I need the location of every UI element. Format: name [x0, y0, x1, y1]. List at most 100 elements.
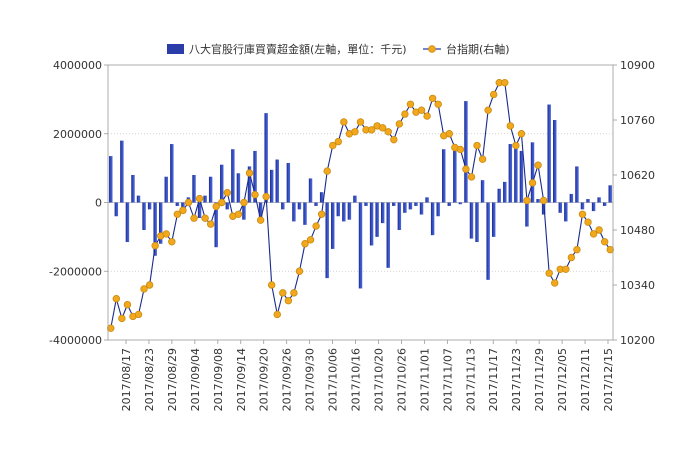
- line-point: [379, 124, 387, 132]
- bar: [547, 104, 551, 203]
- bar: [136, 195, 141, 203]
- bar: [286, 162, 291, 203]
- line-point: [134, 310, 143, 319]
- line-point: [356, 118, 365, 126]
- bar: [380, 202, 385, 224]
- line-point: [240, 198, 248, 207]
- bar: [430, 202, 435, 236]
- line-point: [523, 196, 531, 205]
- line-point: [467, 173, 476, 181]
- x-tick-label: 2017/12/11: [579, 348, 592, 411]
- line-point: [323, 167, 331, 175]
- bar: [170, 144, 174, 203]
- line-point: [517, 130, 526, 138]
- line-point: [107, 324, 115, 332]
- right-tick-label: 10200: [620, 334, 655, 347]
- bar: [464, 101, 468, 203]
- line-point: [456, 145, 465, 154]
- line-point: [434, 100, 442, 108]
- line-point: [384, 128, 392, 136]
- bar: [364, 202, 368, 206]
- bar: [131, 175, 135, 203]
- bar: [336, 202, 341, 217]
- bar: [308, 178, 313, 203]
- line-point: [367, 126, 376, 134]
- bar: [120, 140, 124, 203]
- x-tick-label: 2017/10/16: [350, 348, 363, 411]
- x-tick-label: 2017/08/29: [166, 348, 179, 411]
- bar: [558, 202, 562, 213]
- right-axis: 10900 10760 10620 10480 10340 10200: [613, 59, 655, 347]
- left-tick-label: -2000000: [49, 265, 102, 278]
- x-tick-label: 2017/11/01: [418, 348, 431, 411]
- bar: [369, 202, 374, 246]
- bar: [469, 202, 474, 239]
- bar: [403, 202, 407, 213]
- line-point: [201, 214, 209, 222]
- line-point: [184, 198, 193, 207]
- bar: [258, 202, 263, 220]
- left-tick-label: 4000000: [53, 59, 102, 72]
- bar: [269, 169, 274, 203]
- line-point: [473, 141, 481, 150]
- line-point: [340, 118, 348, 126]
- bar: [175, 202, 180, 206]
- bar: [425, 197, 429, 203]
- line-point: [218, 198, 226, 207]
- bar: [253, 150, 257, 203]
- bar: [114, 202, 119, 217]
- bar: [475, 202, 479, 243]
- x-tick-label: 2017/12/15: [602, 348, 615, 411]
- x-tick-label: 2017/08/23: [143, 348, 156, 411]
- line-point: [584, 218, 592, 226]
- line-point: [223, 188, 232, 197]
- line-point: [295, 267, 304, 275]
- bar: [458, 202, 463, 205]
- bar: [447, 202, 452, 206]
- x-tick-label: 2017/08/17: [120, 348, 133, 411]
- right-tick-label: 10480: [620, 224, 655, 237]
- line-point: [428, 94, 437, 103]
- bar: [292, 202, 296, 222]
- line-point: [301, 240, 309, 248]
- bar: [497, 188, 501, 203]
- x-tick-label: 2017/09/04: [189, 348, 202, 411]
- bar: [214, 202, 218, 248]
- bar: [442, 149, 446, 203]
- line-point: [551, 279, 559, 287]
- line-point: [506, 122, 515, 130]
- x-tick-label: 2017/11/17: [487, 348, 500, 411]
- line-point: [195, 194, 204, 203]
- bar: [508, 144, 513, 203]
- bar: [159, 202, 163, 244]
- line-point: [600, 238, 609, 246]
- line-point: [179, 206, 187, 215]
- right-tick-label: 10900: [620, 59, 655, 72]
- line-point: [118, 314, 126, 323]
- bar: [580, 202, 585, 210]
- x-tick-label: 2017/10/06: [327, 348, 340, 411]
- x-tick-label: 2017/09/30: [304, 348, 317, 411]
- x-tick-label: 2017/09/20: [258, 348, 271, 411]
- bar: [347, 202, 352, 220]
- line-point: [501, 78, 509, 87]
- bar: [125, 202, 130, 243]
- bar: [303, 202, 307, 225]
- bar: [247, 166, 252, 203]
- bar: [392, 202, 396, 206]
- line-point: [151, 242, 159, 250]
- bar: [231, 149, 235, 203]
- line-point: [562, 265, 570, 273]
- bar: [436, 202, 440, 217]
- bar: [297, 202, 302, 210]
- line-point: [256, 216, 265, 224]
- bar: [264, 113, 268, 203]
- bar: [375, 202, 379, 237]
- bar: [331, 202, 335, 249]
- bar: [586, 199, 590, 203]
- bar: [480, 180, 485, 203]
- x-tick-label: 2017/11/23: [510, 348, 523, 411]
- bar: [564, 202, 568, 222]
